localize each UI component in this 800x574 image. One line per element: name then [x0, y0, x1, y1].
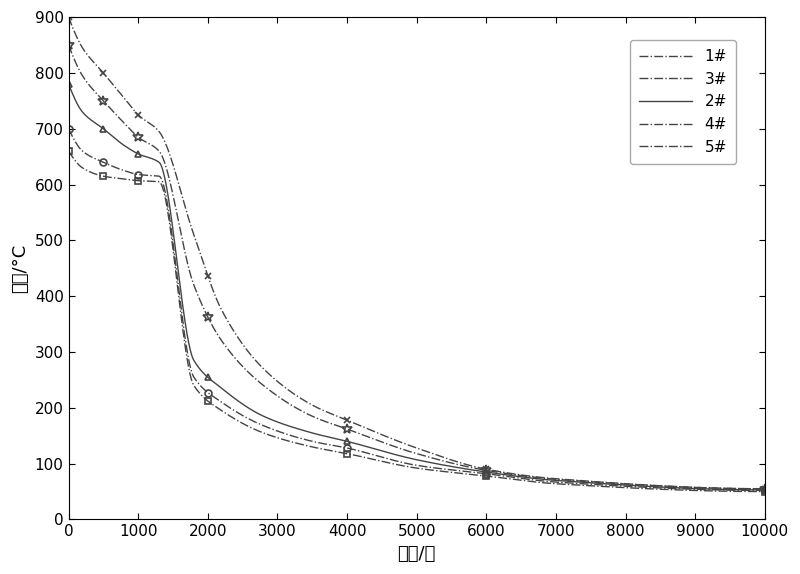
Legend: 1#, 3#, 2#, 4#, 5#: 1#, 3#, 2#, 4#, 5#: [630, 40, 736, 164]
4#: [739, 485, 749, 492]
X-axis label: 时间/秒: 时间/秒: [398, 545, 436, 563]
2#: [760, 486, 770, 493]
2#: [740, 486, 750, 493]
1#: [99, 173, 109, 180]
4#: [384, 441, 394, 448]
3#: [760, 487, 770, 494]
1#: [739, 488, 749, 495]
4#: [760, 486, 770, 492]
4#: [64, 41, 74, 48]
5#: [760, 486, 770, 492]
2#: [739, 486, 749, 493]
4#: [402, 447, 412, 454]
5#: [612, 480, 622, 487]
5#: [384, 434, 394, 441]
5#: [739, 485, 749, 492]
Line: 5#: 5#: [69, 17, 765, 489]
4#: [612, 480, 622, 487]
2#: [64, 81, 74, 88]
2#: [384, 449, 394, 456]
1#: [384, 459, 394, 466]
3#: [99, 159, 109, 166]
Line: 1#: 1#: [69, 151, 765, 491]
5#: [99, 71, 109, 77]
3#: [612, 482, 622, 489]
Line: 3#: 3#: [69, 129, 765, 490]
5#: [740, 485, 750, 492]
1#: [740, 488, 750, 495]
Y-axis label: 温度/°C: 温度/°C: [11, 244, 29, 293]
2#: [99, 126, 109, 133]
1#: [760, 488, 770, 495]
1#: [64, 148, 74, 154]
1#: [612, 484, 622, 491]
5#: [64, 14, 74, 21]
Line: 2#: 2#: [69, 84, 765, 490]
Line: 4#: 4#: [69, 45, 765, 489]
2#: [402, 454, 412, 461]
1#: [402, 463, 412, 470]
4#: [740, 485, 750, 492]
5#: [402, 441, 412, 448]
3#: [740, 487, 750, 494]
3#: [64, 125, 74, 132]
3#: [402, 460, 412, 467]
3#: [384, 456, 394, 463]
2#: [612, 481, 622, 488]
4#: [99, 98, 109, 105]
3#: [739, 487, 749, 494]
